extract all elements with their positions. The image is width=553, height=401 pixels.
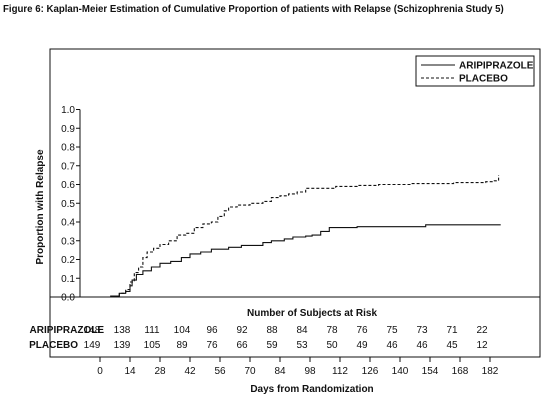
x-tick-label: 182 (482, 366, 499, 377)
x-tick-label: 70 (244, 366, 256, 377)
x-tick-label: 154 (422, 366, 439, 377)
risk-value: 138 (114, 325, 131, 336)
x-tick-label: 112 (332, 366, 348, 377)
risk-table-header: Number of Subjects at Risk (247, 308, 377, 319)
x-tick-label: 140 (392, 366, 409, 377)
risk-value: 49 (356, 340, 368, 351)
y-tick-label: 0.4 (61, 218, 75, 229)
legend-label-placebo: PLACEBO (459, 74, 508, 85)
x-tick-label: 28 (154, 366, 166, 377)
x-tick-label: 168 (452, 366, 469, 377)
risk-value: 139 (114, 340, 131, 351)
risk-row-label-placebo: PLACEBO (29, 340, 78, 351)
legend: ARIPIPRAZOLE PLACEBO (415, 55, 535, 87)
x-tick-label: 84 (274, 366, 286, 377)
x-tick-label: 98 (304, 366, 316, 377)
risk-value: 92 (236, 325, 248, 336)
y-tick-label: 0.0 (61, 293, 75, 304)
series-line-aripiprazole (100, 224, 501, 298)
risk-value: 46 (386, 340, 398, 351)
risk-value: 76 (206, 340, 218, 351)
y-tick-label: 0.7 (61, 161, 75, 172)
x-axis: 0 14 28 42 56 70 84 98 112 126 140 154 168 182 (97, 357, 499, 377)
y-tick-label: 0.8 (61, 143, 75, 154)
figure-title: Figure 6: Kaplan-Meier Estimation of Cum… (3, 3, 504, 15)
risk-value: 66 (236, 340, 248, 351)
risk-value: 45 (446, 340, 458, 351)
risk-value: 12 (476, 340, 488, 351)
risk-value: 71 (446, 325, 458, 336)
risk-value: 50 (326, 340, 338, 351)
risk-values: 148 138 111 104 96 92 88 84 78 76 75 73 71 22 149 139 10… (84, 325, 488, 351)
y-tick-label: 0.1 (61, 274, 75, 285)
risk-value: 22 (476, 325, 488, 336)
x-tick-label: 0 (97, 366, 103, 377)
series-line-placebo (100, 175, 500, 298)
x-tick-label: 42 (184, 366, 196, 377)
risk-value: 84 (296, 325, 308, 336)
risk-value: 105 (144, 340, 161, 351)
risk-value: 75 (386, 325, 398, 336)
x-tick-label: 126 (362, 366, 379, 377)
y-axis-label: Proportion with Relapse (35, 149, 46, 264)
risk-value: 46 (416, 340, 428, 351)
risk-value: 73 (416, 325, 428, 336)
y-tick-label: 1.0 (61, 105, 75, 116)
risk-value: 96 (206, 325, 218, 336)
risk-value: 76 (356, 325, 368, 336)
y-tick-label: 0.3 (61, 236, 75, 247)
y-axis: 0.0 0.1 0.2 0.3 0.4 0.5 0.6 0.7 0.8 0.9 1.0 (61, 105, 81, 304)
series-layer (100, 175, 501, 298)
risk-value: 59 (266, 340, 278, 351)
risk-value: 149 (84, 340, 101, 351)
risk-value: 88 (266, 325, 278, 336)
risk-value: 104 (174, 325, 191, 336)
legend-box (415, 55, 535, 87)
risk-value: 111 (144, 325, 160, 336)
x-tick-label: 14 (124, 366, 136, 377)
y-tick-label: 0.9 (61, 124, 75, 135)
y-tick-label: 0.6 (61, 180, 75, 191)
risk-table-frame (49, 296, 541, 358)
x-tick-label: 56 (214, 366, 226, 377)
risk-value: 89 (176, 340, 188, 351)
legend-label-aripiprazole: ARIPIPRAZOLE (459, 61, 534, 72)
risk-value: 53 (296, 340, 308, 351)
risk-value: 78 (326, 325, 338, 336)
y-tick-label: 0.5 (61, 199, 75, 210)
risk-value: 148 (84, 325, 101, 336)
risk-row-label-aripiprazole: ARIPIPRAZOLE (30, 325, 105, 336)
x-axis-label: Days from Randomization (250, 384, 373, 395)
y-tick-label: 0.2 (61, 255, 75, 266)
